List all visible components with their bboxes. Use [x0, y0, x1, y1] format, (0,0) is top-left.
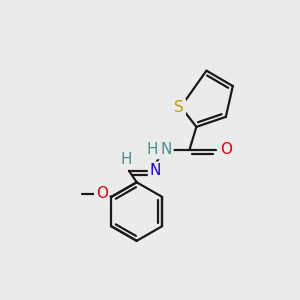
- Text: N: N: [150, 163, 161, 178]
- Text: O: O: [220, 142, 232, 158]
- Text: S: S: [175, 100, 184, 115]
- Text: O: O: [96, 186, 108, 201]
- Text: H: H: [146, 142, 158, 158]
- Text: H: H: [120, 152, 132, 167]
- Text: N: N: [160, 142, 172, 158]
